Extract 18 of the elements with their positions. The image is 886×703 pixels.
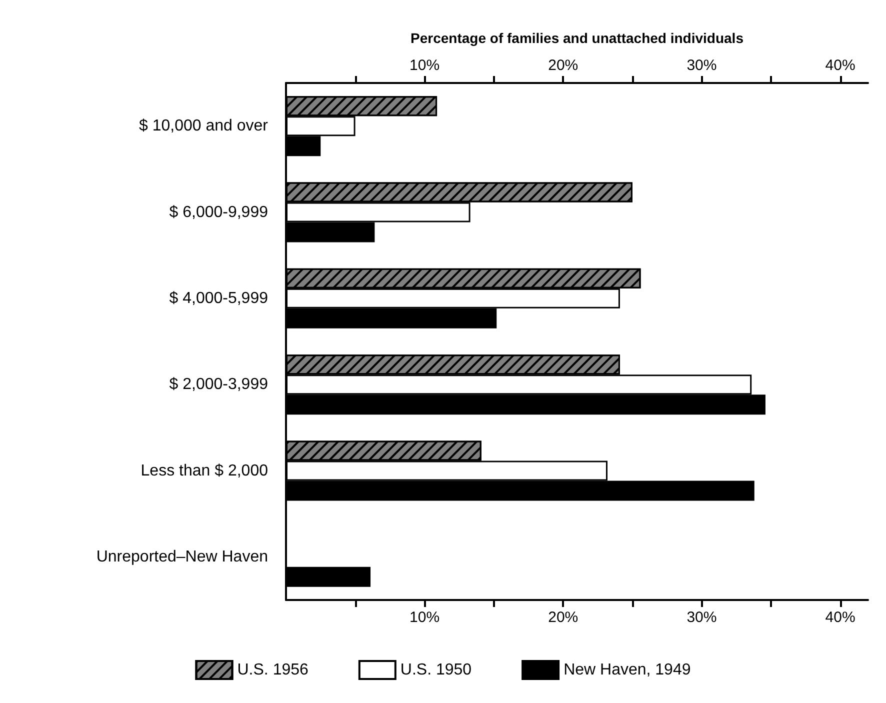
x2-tick-label: 30% (686, 57, 717, 74)
x2-tick-label: 20% (548, 57, 578, 74)
x2-axis-title: Percentage of families and unattached individuals (410, 30, 744, 46)
legend-label: U.S. 1956 (237, 662, 309, 678)
y-tick-label: $ 10,000 and over (139, 118, 269, 135)
legend-label: U.S. 1950 (400, 662, 472, 678)
y-tick-label: $ 6,000-9,999 (169, 204, 268, 221)
y-tick-label: $ 2,000-3,999 (169, 376, 268, 394)
y-tick-label: $ 4,000-5,999 (169, 290, 268, 307)
x-tick-label: 20% (548, 609, 578, 626)
x2-tick-label: 40% (825, 57, 856, 74)
y-tick-label: Less than $ 2,000 (140, 462, 268, 480)
x-tick-label: 40% (825, 609, 856, 626)
x2-tick-label: 10% (410, 57, 440, 74)
x-tick-label: 30% (686, 609, 717, 626)
x-tick-label: 10% (410, 609, 440, 626)
legend-label: New Haven, 1949 (564, 662, 691, 678)
y-tick-label: Unreported–New Haven (96, 548, 268, 566)
